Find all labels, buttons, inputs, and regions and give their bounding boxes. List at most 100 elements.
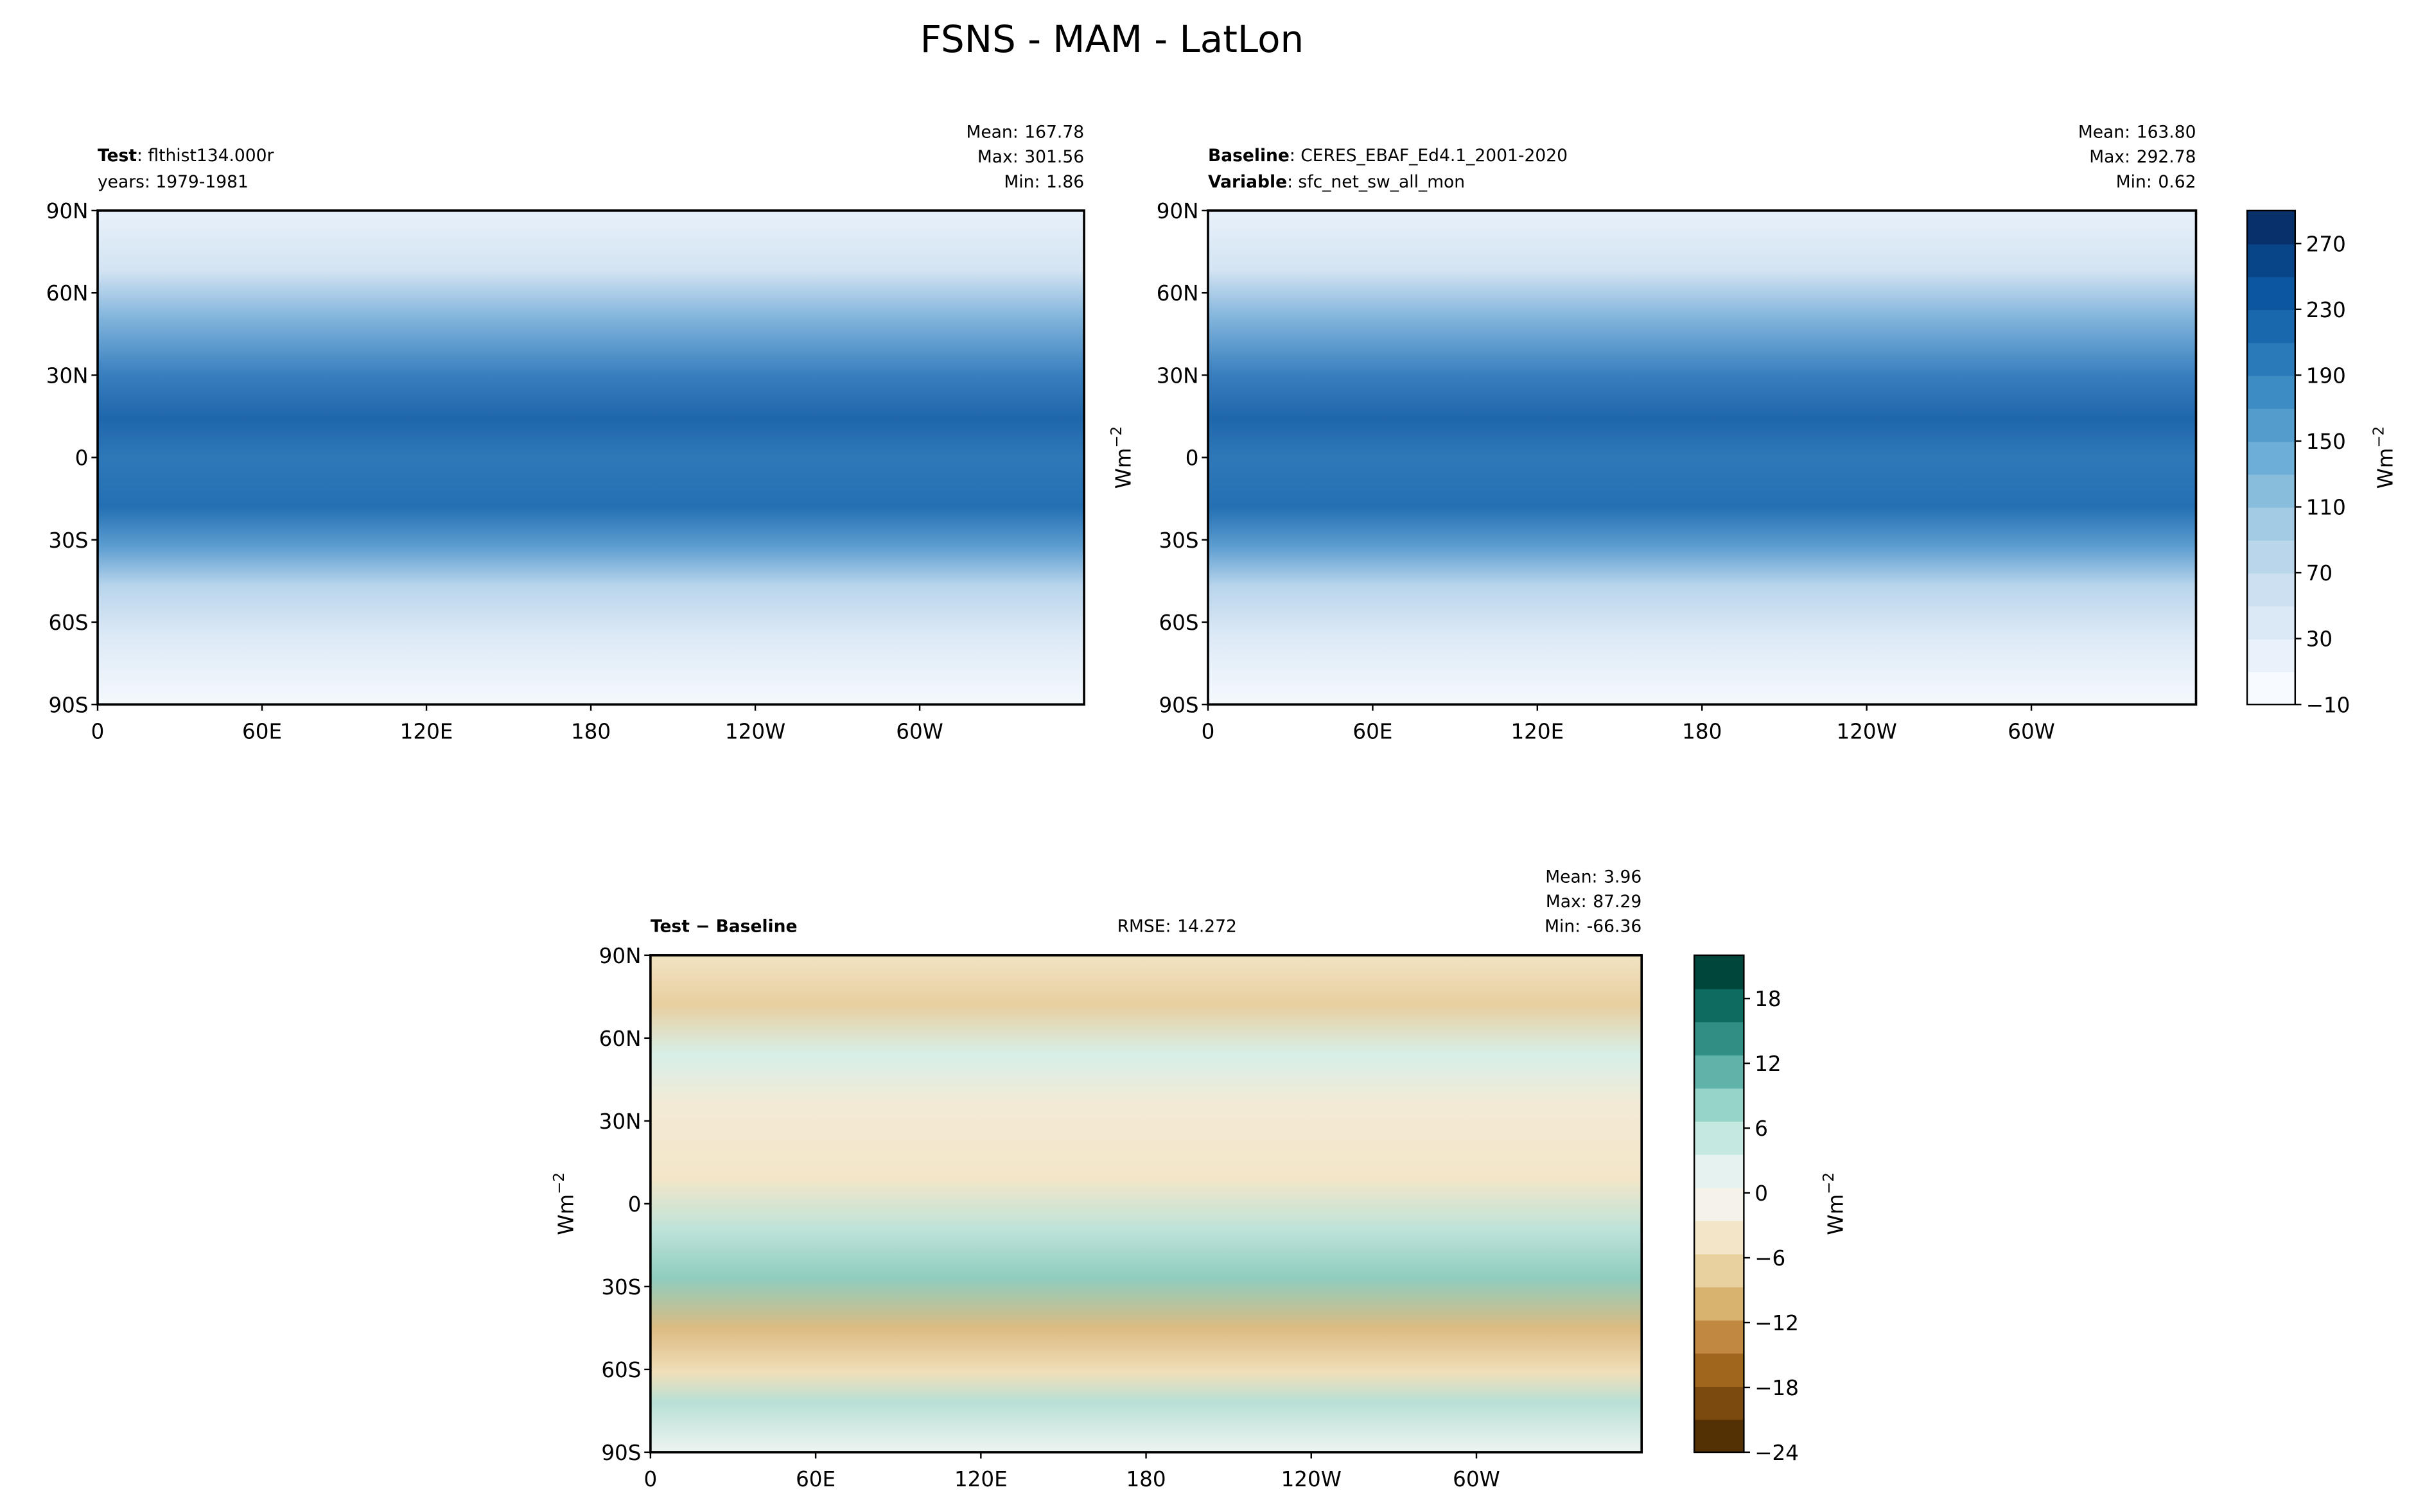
stat-label: Mean:	[1545, 867, 1597, 887]
unit-label: Wm−2	[2370, 426, 2397, 489]
colorbar-tick-label: 70	[2306, 561, 2333, 586]
unit-base: Wm	[1824, 1194, 1848, 1235]
colorbar-frame	[1693, 954, 1745, 1454]
colorbar-segment	[2247, 276, 2295, 311]
stat-label: Min:	[1004, 172, 1040, 192]
stat-label: Mean:	[966, 123, 1018, 143]
x-tick-label: 60E	[242, 719, 282, 743]
rmse: RMSE: 14.272	[1117, 917, 1237, 937]
colorbar-segment	[2247, 605, 2295, 639]
unit-sup: −2	[2370, 426, 2387, 448]
stat: Max: 301.56	[977, 147, 1084, 167]
colorbar-segment	[1694, 1353, 1744, 1387]
x-tick-label: 180	[571, 719, 611, 743]
x-tick-label: 0	[1202, 719, 1215, 743]
unit-sup: −2	[551, 1172, 568, 1194]
stat: Max: 87.29	[1546, 892, 1641, 912]
x-tick-label: 120W	[725, 719, 785, 743]
stat-label: Max:	[2089, 147, 2130, 167]
stat-value: 301.56	[1024, 147, 1084, 167]
y-tick-label: 60S	[48, 611, 88, 635]
colorbar-segment	[2247, 474, 2295, 508]
stat: Mean: 3.96	[1545, 867, 1641, 887]
stat-value: -66.36	[1587, 917, 1641, 937]
y-tick-label: 90S	[48, 693, 88, 717]
x-tick-label: 0	[644, 1467, 658, 1491]
panel-label: years: 1979-1981	[98, 172, 249, 192]
stat-label: Mean:	[2078, 123, 2130, 143]
stat-value: 292.78	[2137, 147, 2196, 167]
y-tick-label: 90S	[601, 1441, 641, 1465]
y-tick-label: 90N	[599, 944, 642, 968]
x-tick-label: 120W	[1281, 1467, 1342, 1491]
colorbar-tick-label: −18	[1755, 1376, 1799, 1400]
stat-value: 3.96	[1604, 867, 1641, 887]
y-tick-label: 60N	[46, 281, 89, 306]
colorbar-segment	[2247, 309, 2295, 343]
colorbar-segment	[1694, 988, 1744, 1023]
x-tick-label: 180	[1682, 719, 1722, 743]
panel-label: Test: flthist134.000r	[98, 146, 274, 166]
map-field	[1208, 210, 2196, 705]
colorbar-segment	[1694, 1088, 1744, 1122]
unit-sup: −2	[1821, 1172, 1837, 1194]
y-tick-label: 90S	[1159, 693, 1198, 717]
x-tick-label: 60W	[1453, 1467, 1500, 1491]
unit-base: Wm	[2374, 448, 2398, 489]
unit-label: Wm−2	[1108, 426, 1135, 489]
y-tick-label: 90N	[1157, 199, 1199, 223]
colorbar-tick-label: 150	[2306, 430, 2346, 454]
colorbar-tick-label: −6	[1755, 1246, 1785, 1271]
stat: Max: 292.78	[2089, 147, 2196, 167]
colorbar-segment	[1694, 1319, 1744, 1354]
y-tick-label: 0	[75, 446, 89, 471]
panel-label-bold: Test	[98, 146, 137, 166]
colorbar-segment	[1694, 1187, 1744, 1221]
colorbar-tick-label: 110	[2306, 496, 2346, 520]
y-tick-label: 60N	[1157, 281, 1199, 306]
panel-label-text: years: 1979-1981	[98, 172, 249, 192]
y-tick-label: 30N	[599, 1109, 642, 1134]
unit-base: Wm	[554, 1194, 578, 1235]
x-tick-label: 60W	[2008, 719, 2055, 743]
panel-label-text: : sfc_net_sw_all_mon	[1287, 172, 1465, 192]
stat: Mean: 163.80	[2078, 123, 2196, 143]
y-tick-label: 60S	[1159, 611, 1198, 635]
x-tick-label: 180	[1126, 1467, 1166, 1491]
colorbar-segment	[2247, 375, 2295, 409]
y-tick-label: 30S	[48, 528, 88, 553]
stat-value: 0.62	[2158, 172, 2196, 192]
y-tick-label: 30S	[1159, 528, 1198, 553]
x-tick-label: 120E	[400, 719, 453, 743]
colorbar-segment	[2247, 440, 2295, 475]
figure-title: FSNS - MAM - LatLon	[920, 17, 1304, 61]
stat-value: 1.86	[1046, 172, 1084, 192]
panel-label-text: : CERES_EBAF_Ed4.1_2001-2020	[1290, 146, 1568, 166]
stat-label: Max:	[977, 147, 1019, 167]
stat-label: Min:	[1545, 917, 1580, 937]
colorbar-tick-label: −24	[1755, 1441, 1799, 1465]
stat-value: 167.78	[1024, 123, 1084, 143]
unit-sup: −2	[1108, 426, 1125, 448]
panel-label-bold: Test − Baseline	[651, 917, 798, 937]
colorbar-segment	[1694, 1253, 1744, 1288]
colorbar-tick-label: 270	[2306, 232, 2346, 256]
stat-value: 163.80	[2137, 123, 2196, 143]
colorbar-segment	[1694, 955, 1744, 989]
colorbar-segment	[1694, 1120, 1744, 1155]
map-field	[650, 955, 1642, 1452]
colorbar-tick-label: 12	[1755, 1052, 1781, 1076]
colorbar-tick-label: 30	[2306, 627, 2333, 652]
panel-label-text: : flthist134.000r	[137, 146, 274, 166]
stat-label: Min:	[2116, 172, 2152, 192]
unit-label: Wm−2	[551, 1172, 578, 1235]
y-tick-label: 60S	[601, 1358, 641, 1382]
y-tick-label: 30N	[1157, 363, 1199, 388]
y-tick-label: 60N	[599, 1027, 642, 1051]
colorbar-segment	[1694, 1220, 1744, 1255]
panel-label-bold: Variable	[1208, 172, 1287, 192]
colorbar-segment	[1694, 1154, 1744, 1188]
panel-label: Baseline: CERES_EBAF_Ed4.1_2001-2020	[1208, 146, 1568, 166]
